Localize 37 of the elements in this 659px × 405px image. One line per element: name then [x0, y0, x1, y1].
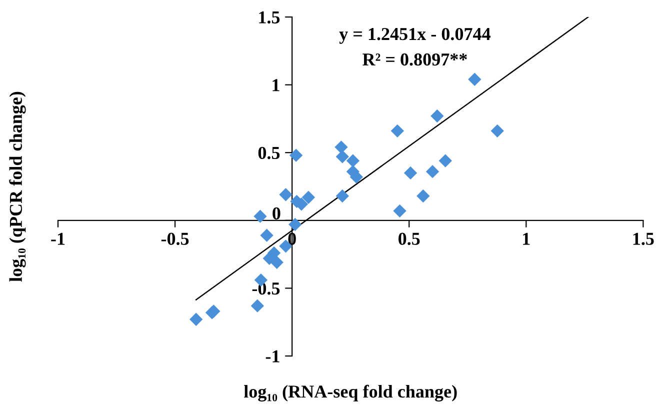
point — [346, 154, 360, 168]
y-tick-label: -1 — [266, 350, 280, 362]
y-tick-label: 0.5 — [258, 146, 280, 160]
x-tick-label: -0.5 — [161, 232, 189, 245]
point — [302, 190, 316, 204]
point — [254, 210, 267, 223]
point — [260, 228, 274, 242]
point — [490, 124, 504, 138]
point — [416, 189, 430, 203]
point — [426, 165, 440, 178]
point — [262, 252, 276, 265]
y-tick-label: 1 — [272, 79, 280, 92]
point — [289, 148, 303, 162]
point — [430, 109, 444, 123]
x-axis-title: log₁₀ (RNA-seq fold change) — [244, 384, 457, 402]
point — [404, 166, 418, 180]
x-tick-label: 1 — [523, 232, 530, 245]
y-tick-label: 1.5 — [259, 11, 280, 24]
y-axis-title: log₁₀ (qPCR fold change) — [9, 92, 26, 282]
point — [468, 72, 482, 86]
x-tick-label: 0.5 — [398, 232, 420, 245]
x-tick-label: 1.5 — [633, 232, 654, 245]
point — [393, 204, 406, 218]
point — [250, 299, 264, 312]
point — [190, 312, 203, 326]
x-tick-label: -1 — [51, 232, 65, 245]
point — [270, 256, 284, 270]
point — [336, 189, 349, 203]
point — [390, 124, 404, 138]
annotation: R² = 0.8097** — [362, 53, 467, 66]
point — [279, 188, 292, 202]
point — [438, 154, 452, 168]
y-tick-label: 0 — [272, 207, 280, 220]
point — [288, 218, 302, 232]
point — [336, 150, 349, 164]
point — [334, 140, 348, 154]
annotation: y = 1.2451x - 0.0744 — [339, 28, 490, 44]
